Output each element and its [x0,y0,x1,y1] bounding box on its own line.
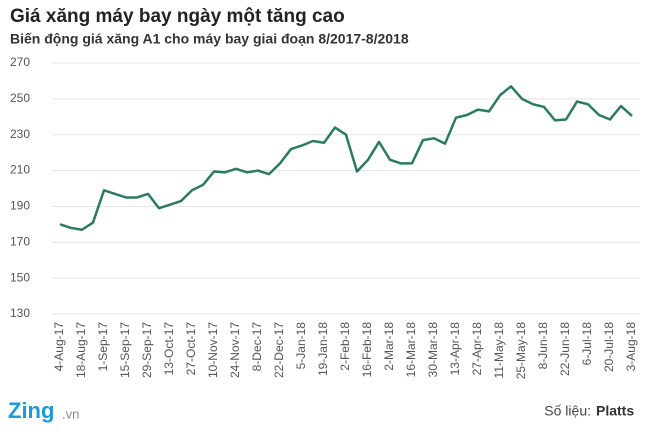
y-tick-label: 170 [10,234,30,248]
x-tick-label: 16-Mar-18 [404,322,418,378]
source-label: Số liệu: [544,403,591,419]
x-tick-label: 29-Sep-17 [140,322,154,378]
x-tick-label: 27-Oct-17 [184,322,198,376]
x-tick-label: 18-Aug-17 [74,322,88,378]
logo-suffix: .vn [62,406,79,421]
x-tick-label: 2-Mar-18 [382,322,396,371]
line [59,85,633,231]
x-tick-label: 4-Aug-17 [52,322,66,372]
chart-title: Giá xăng máy bay ngày một tăng cao [10,6,345,27]
x-tick-label: 15-Sep-17 [118,322,132,378]
x-tick-label: 3-Aug-18 [624,322,638,372]
x-tick-label: 25-May-18 [514,322,528,380]
source-name: Platts [596,403,634,419]
x-tick-label: 20-Jul-18 [602,322,616,372]
x-tick-label: 30-Mar-18 [426,322,440,378]
y-tick-label: 230 [10,127,30,141]
logo: Zing .vn [8,398,79,423]
y-tick-label: 190 [10,199,30,213]
x-tick-label: 2-Feb-18 [338,322,352,371]
y-tick-label: 270 [10,55,30,69]
x-tick-label: 5-Jan-18 [294,322,308,370]
x-tick-label: 22-Jun-18 [558,322,572,376]
y-tick-label: 150 [10,270,30,284]
y-tick-label: 130 [10,306,30,320]
y-tick-label: 250 [10,91,30,105]
x-tick-label: 27-Apr-18 [470,322,484,376]
x-tick-label: 13-Oct-17 [162,322,176,376]
x-tick-label: 13-Apr-18 [448,322,462,376]
chart-subtitle: Biến động giá xăng A1 cho máy bay giai đ… [10,31,409,47]
x-tick-label: 24-Nov-17 [228,322,242,378]
x-tick-label: 1-Sep-17 [96,322,110,372]
logo-text: Zing [8,398,54,423]
x-tick-label: 8-Jun-18 [536,322,550,370]
x-tick-label: 19-Jan-18 [316,322,330,376]
y-tick-label: 210 [10,163,30,177]
x-tick-label: 8-Dec-17 [250,322,264,372]
x-tick-label: 11-May-18 [492,322,506,379]
x-tick-label: 16-Feb-18 [360,322,374,378]
x-tick-label: 22-Dec-17 [272,322,286,378]
x-tick-label: 6-Jul-18 [580,322,594,366]
x-tick-label: 10-Nov-17 [206,322,220,378]
